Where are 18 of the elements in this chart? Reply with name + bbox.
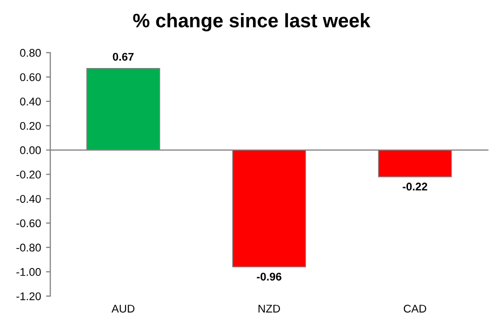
x-tick-label: AUD — [112, 304, 134, 313]
data-label: -0.96 — [256, 272, 282, 281]
y-tick-label: 0.20 — [20, 122, 41, 130]
x-tick-label: CAD — [404, 304, 426, 313]
y-tick-label: 0.80 — [20, 48, 41, 57]
y-tick-label: -0.20 — [16, 170, 41, 179]
y-tick-label: -0.40 — [16, 194, 41, 203]
y-tick-label: 0.00 — [20, 146, 41, 154]
y-tick-label: -0.60 — [16, 219, 41, 228]
data-label: -0.22 — [402, 182, 428, 191]
y-tick-label: 0.60 — [20, 73, 41, 82]
x-tick-label: NZD — [258, 304, 280, 312]
y-tick-label: 0.40 — [20, 98, 41, 106]
y-tick-label: -1.20 — [16, 292, 41, 300]
y-tick-label: -0.80 — [16, 244, 41, 252]
data-label: 0.67 — [112, 52, 134, 61]
y-tick-label: -1.00 — [16, 268, 41, 276]
chart-title: % change since last week — [133, 13, 370, 32]
